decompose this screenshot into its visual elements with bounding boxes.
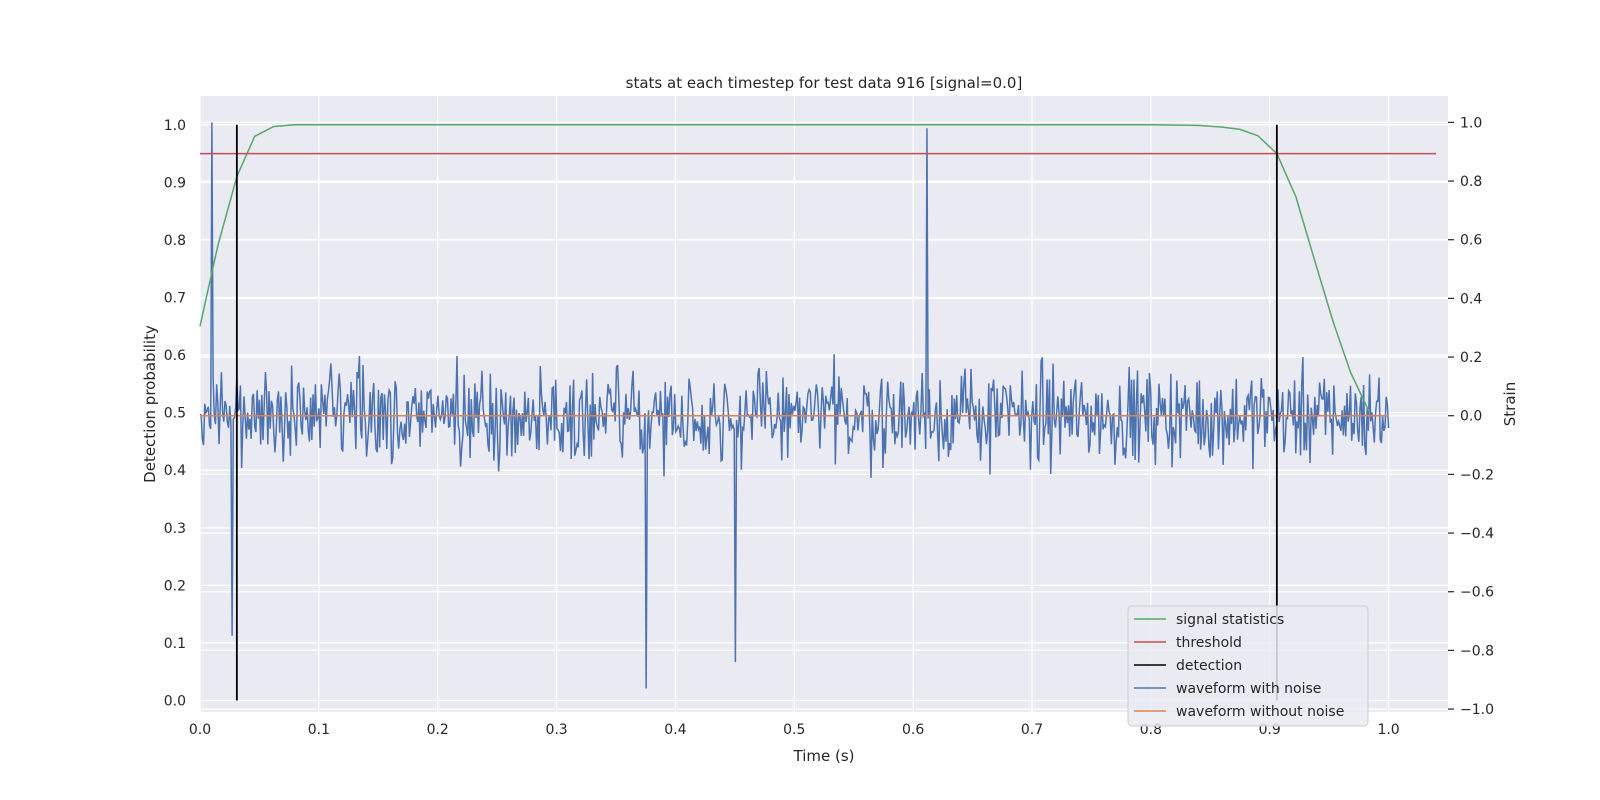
y-left-tick-label: 0.3 [164, 521, 186, 537]
y-left-tick-label: 0.8 [164, 233, 186, 249]
y-right-tick-label: 0.6 [1460, 233, 1482, 249]
series-signal-statistics [199, 124, 1371, 413]
y-right-tick-label: 0.2 [1460, 350, 1482, 366]
x-tick-label: 0.0 [189, 722, 211, 738]
x-tick-label: 0.7 [1021, 722, 1043, 738]
y-left-tick-label: 0.0 [164, 693, 186, 709]
y-right-tick-label: 0.4 [1460, 291, 1482, 307]
y-left-tick-label: 0.5 [164, 406, 186, 422]
y-left-tick-label: 0.2 [164, 578, 186, 594]
x-tick-label: 0.6 [902, 722, 924, 738]
y-left-tick-label: 0.7 [164, 290, 186, 306]
y-left-tick-label: 0.6 [164, 348, 186, 364]
y-right-tick-label: 1.0 [1460, 115, 1482, 131]
y-right-tick-label: 0.8 [1460, 174, 1482, 190]
y-right-tick-label: −0.2 [1460, 467, 1494, 483]
series-layer [199, 122, 1437, 701]
y-axis-label-left: Detection probability [141, 325, 159, 483]
legend: signal statistics threshold detection wavef… [1127, 605, 1369, 727]
y-right-tick-label: −1.0 [1460, 702, 1494, 718]
x-tick-label: 1.0 [1377, 722, 1399, 738]
y-left-tick-label: 0.4 [164, 463, 186, 479]
x-tick-label: 0.1 [308, 722, 330, 738]
y-right-tick-label: −0.8 [1460, 643, 1494, 659]
x-tick-label: 0.2 [427, 722, 449, 738]
y-axis-label-right: Strain [1501, 382, 1519, 426]
legend-label: waveform without noise [1176, 704, 1344, 720]
legend-label: waveform with noise [1176, 681, 1321, 697]
x-tick-label: 0.4 [664, 722, 686, 738]
series-waveform-with-noise [199, 122, 1390, 689]
y-right-tick-label: −0.4 [1460, 526, 1494, 542]
x-tick-label: 0.3 [545, 722, 567, 738]
y-right-tick-label: −0.6 [1460, 585, 1494, 601]
ticks: 0.0 0.1 0.2 0.3 0.4 0.5 0.6 0.7 0.8 0.9 1.0 0.0 0.1 0… [164, 115, 1494, 738]
x-tick-label: 0.5 [783, 722, 805, 738]
legend-box [1127, 605, 1369, 727]
legend-label: signal statistics [1176, 612, 1284, 628]
y-left-tick-label: 0.1 [164, 636, 186, 652]
y-right-tick-label: 0.0 [1460, 409, 1482, 425]
legend-label: threshold [1176, 635, 1242, 651]
legend-label: detection [1176, 658, 1242, 674]
chart-title: stats at each timestep for test data 916… [626, 74, 1023, 92]
y-left-tick-label: 0.9 [164, 175, 186, 191]
y-left-tick-label: 1.0 [164, 118, 186, 134]
x-axis-label: Time (s) [793, 747, 855, 765]
